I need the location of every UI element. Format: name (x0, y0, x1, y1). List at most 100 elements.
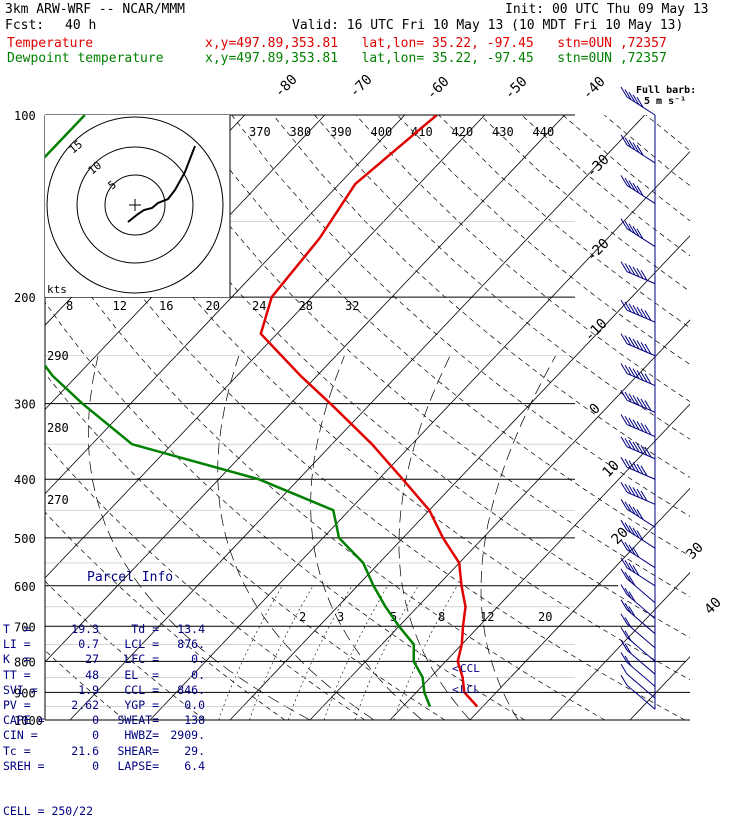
isotherm-line (710, 115, 740, 720)
dry-adiabat-line (480, 115, 740, 720)
wind-barb (621, 390, 655, 412)
hodo-scale-label: 16 (159, 299, 173, 313)
parcel-index-value: 0. (159, 652, 205, 667)
isotherm-label: -30 (584, 152, 613, 181)
wind-barb (621, 540, 655, 568)
theta-label: 440 (533, 125, 555, 139)
barb-feather (621, 390, 627, 400)
theta-label: 400 (371, 125, 393, 139)
isotherm-label: 10 (600, 458, 623, 481)
parcel-index-value: 138 (159, 713, 205, 728)
mixing-ratio-line (250, 586, 314, 720)
barb-feather (621, 482, 627, 492)
isotherm-label: -60 (424, 74, 453, 103)
barb-staff (627, 579, 655, 603)
theta-label-low: 280 (47, 421, 69, 435)
parcel-index-value: 0. (159, 668, 205, 683)
isotherm-line (630, 115, 740, 720)
isotherm-label: -50 (502, 74, 531, 103)
lcl-label: LCL (460, 683, 480, 696)
barb-staff (627, 624, 655, 648)
isotherm-line (550, 115, 740, 720)
parcel-index-value: 846. (159, 683, 205, 698)
mixing-ratio-line (288, 586, 352, 720)
barb-feather (621, 364, 627, 374)
parcel-index-name: CCL = (99, 683, 159, 698)
parcel-index-name: LFC = (99, 652, 159, 667)
isotherm-label: 30 (684, 540, 707, 563)
parcel-index-name: SWEAT= (99, 713, 159, 728)
parcel-index-name: T = (3, 622, 51, 637)
barb-feather (621, 457, 627, 467)
hodo-scale-label: 20 (206, 299, 220, 313)
dry-adiabat-line (315, 115, 740, 720)
parcel-index-name: PV = (3, 698, 51, 713)
barb-staff (627, 509, 655, 527)
parcel-index-value: 0 (51, 713, 99, 728)
parcel-index-value: 19.3 (51, 622, 99, 637)
mixing-ratio-line (394, 586, 458, 720)
barb-staff (627, 550, 655, 568)
parcel-index-name: LCL = (99, 637, 159, 652)
barb-staff (627, 145, 655, 163)
parcel-index-name: K = (3, 652, 51, 667)
isobar-label: 400 (14, 473, 36, 487)
isotherm-line (230, 115, 740, 720)
barb-staff (627, 637, 655, 661)
wind-barb (621, 262, 655, 284)
dry-adiabat-line (149, 115, 740, 720)
isotherm-label: -40 (580, 74, 609, 103)
barb-staff (627, 568, 655, 586)
barb-staff (627, 685, 655, 709)
parcel-index-value: 876. (159, 637, 205, 652)
barb-feather (621, 334, 627, 344)
barb-feather (621, 262, 627, 272)
barb-staff (627, 467, 655, 479)
wind-barb (621, 499, 655, 527)
parcel-index-name: LAPSE= (99, 759, 159, 774)
isotherm-label: 40 (702, 595, 725, 618)
mixing-ratio-label: 2 (299, 610, 306, 624)
barb-legend-unit: 5 m s⁻¹ (644, 96, 686, 107)
parcel-index-value: 2909. (159, 728, 205, 743)
theta-label: 420 (452, 125, 474, 139)
wind-barb (621, 627, 655, 661)
wind-barb (621, 219, 655, 247)
parcel-index-name: HWBZ= (99, 728, 159, 743)
barb-feather (621, 664, 627, 674)
dry-adiabat-line (522, 115, 740, 720)
dry-adiabat-line (356, 115, 740, 720)
isobar-label: 300 (14, 398, 36, 412)
parcel-index-value: 0 (51, 759, 99, 774)
parcel-index-name: CIN = (3, 728, 51, 743)
parcel-info-title: Parcel Info (3, 570, 233, 585)
parcel-index-name: SREH = (3, 759, 51, 774)
theta-label: 380 (290, 125, 312, 139)
barb-staff (627, 595, 655, 619)
theta-label: 370 (249, 125, 271, 139)
mixing-ratio-label: 8 (438, 610, 445, 624)
dry-adiabat-line (646, 115, 740, 720)
isobar-label: 100 (14, 109, 36, 123)
hodo-scale-label: 8 (66, 299, 73, 313)
ccl-arrow: < (452, 662, 459, 675)
ccl-label: CCL (460, 662, 480, 675)
parcel-index-value: 0.7 (51, 637, 99, 652)
parcel-index-value: 2.62 (51, 698, 99, 713)
parcel-index-value: 0.0 (159, 698, 205, 713)
hodo-scale-label: 32 (345, 299, 359, 313)
barb-staff (627, 530, 655, 548)
hodo-scale-label: 28 (299, 299, 313, 313)
isotherm-label: -20 (584, 236, 613, 265)
theta-label: 390 (330, 125, 352, 139)
parcel-index-name: Td = (99, 622, 159, 637)
barb-staff (627, 610, 655, 634)
parcel-index-value: 29. (159, 744, 205, 759)
parcel-index-value: 13.4 (159, 622, 205, 637)
parcel-index-value: 27 (51, 652, 99, 667)
